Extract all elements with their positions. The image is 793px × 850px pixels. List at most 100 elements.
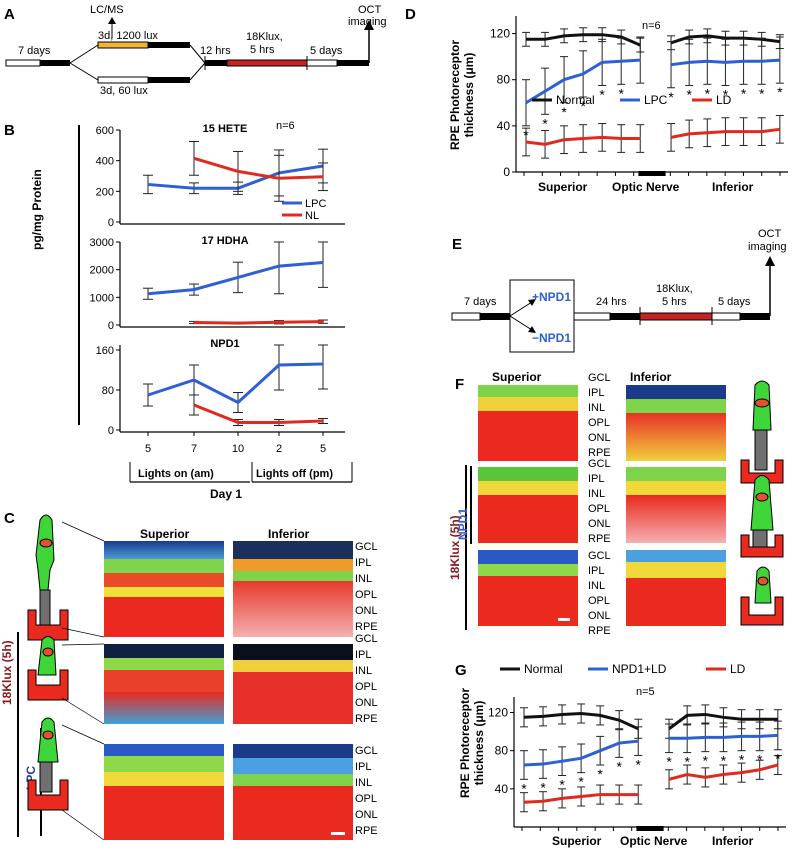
a-dark-bar-bottom: [148, 77, 190, 83]
thk-legend-label: LPC: [644, 93, 668, 107]
b-ytick-label: 0: [108, 320, 114, 332]
thk-star: *: [705, 85, 711, 101]
thk-series-line-lpc: [670, 58, 780, 67]
layer-label-rpe: RPE: [355, 621, 378, 633]
thk-series-line-npd1-ld: [523, 739, 639, 767]
d-x-optic: Optic Nerve: [612, 180, 680, 194]
thk-star: *: [741, 85, 747, 101]
b-plot-title: NPD1: [210, 338, 239, 350]
layer-label-ipl: IPL: [588, 387, 605, 399]
e-label-18klux: 18Klux,: [656, 283, 693, 295]
thk-star: *: [684, 754, 690, 770]
layer-label-inl: INL: [588, 402, 606, 414]
layer-label-gcl: GCL: [588, 372, 611, 384]
c-side-rule: [17, 632, 19, 837]
b-xtick-label: 5: [145, 443, 151, 455]
thk-legend-label: Normal: [524, 662, 563, 676]
thk-series-line-npd1-ld: [669, 733, 778, 740]
panel-letter-e: E: [452, 236, 463, 253]
b-ytick-label: 600: [96, 125, 114, 137]
panel-letter-f: F: [455, 376, 465, 393]
panel-letter-g: G: [455, 662, 467, 679]
thk-ytick-label: 40: [497, 119, 511, 133]
e-light-bar: [451, 312, 481, 321]
thk-star: *: [561, 104, 567, 120]
thk-star: *: [578, 774, 584, 790]
thk-star: *: [723, 86, 729, 102]
e-label-24hrs: 24 hrs: [596, 296, 627, 308]
thk-star: *: [618, 85, 624, 101]
f-cell-top: [740, 380, 784, 484]
f-cell-mid: [740, 475, 784, 558]
thk-star: *: [636, 756, 642, 772]
b-plot-title: 15 HETE: [203, 123, 248, 135]
thk-ytick-label: 40: [495, 782, 509, 796]
layer-label-rpe: RPE: [588, 533, 611, 545]
a-label-18klux: 18Klux,: [246, 31, 283, 43]
f-inferior-label: Inferior: [630, 370, 672, 384]
layer-label-opl: OPL: [588, 417, 611, 429]
thk-series-line-ld: [670, 127, 781, 139]
e-label-7days: 7 days: [464, 296, 497, 308]
layer-label-gcl: GCL: [588, 550, 611, 562]
layer-label-ipl: IPL: [355, 761, 372, 773]
thk-ytick-label: 80: [497, 73, 511, 87]
c-oct-superior-bot: [104, 744, 224, 840]
e-arrow-minus: [509, 315, 533, 331]
thk-star: *: [777, 84, 783, 100]
thk-star: *: [721, 753, 727, 769]
thk-legend-label: LD: [716, 93, 732, 107]
layer-label-onl: ONL: [588, 432, 611, 444]
panel-letter-b: B: [4, 122, 15, 139]
layer-label-ipl: IPL: [355, 557, 372, 569]
a-label-12hrs: 12 hrs: [200, 45, 231, 57]
f-oct-inferior-top: [626, 385, 726, 461]
b-ytick-label: 0: [108, 425, 114, 437]
b-day1-label: Day 1: [210, 487, 243, 501]
layer-label-ipl: IPL: [588, 565, 605, 577]
e-light-bar-3: [711, 312, 741, 321]
a-merge-bottom: [189, 62, 206, 81]
thk-star: *: [542, 115, 548, 131]
e-npd1-box: [509, 279, 575, 353]
thk-star: *: [757, 752, 763, 768]
d-x-superior: Superior: [538, 180, 588, 194]
layer-label-onl: ONL: [355, 605, 378, 617]
g-x-superior: Superior: [552, 834, 602, 848]
b-lights-off: Lights off (pm): [256, 468, 333, 480]
a-label-imaging: imaging: [348, 16, 387, 28]
f-cell-bot: [740, 566, 784, 626]
c-cell-ld: [27, 636, 69, 701]
thk-star: *: [616, 758, 622, 774]
layer-label-opl: OPL: [588, 595, 611, 607]
e-oct-arrowhead: [765, 256, 775, 266]
panel-letter-a: A: [4, 6, 15, 23]
thk-star: *: [580, 98, 586, 114]
e-arrowhead-plus: [528, 299, 536, 306]
b-ytick-label: 0: [108, 217, 114, 229]
thk-ytick-label: 0: [503, 165, 510, 179]
layer-label-onl: ONL: [588, 518, 611, 530]
thk-star: *: [599, 86, 605, 102]
a-dark-bar-3: [337, 60, 369, 66]
f-npd1-rule: [470, 466, 472, 544]
a-split-line-bottom: [69, 62, 99, 81]
a-lcms-arrowhead: [108, 17, 116, 24]
layer-label-opl: OPL: [355, 589, 378, 601]
thk-series-line-normal: [523, 711, 639, 731]
thk-star: *: [686, 86, 692, 102]
thk-ytick-label: 120: [488, 706, 508, 720]
b-series-line-nl: [193, 403, 324, 424]
thk-series-line-ld: [525, 135, 641, 146]
thk-optic-nerve-bar: [636, 826, 664, 831]
b-lights-on: Lights on (am): [138, 468, 214, 480]
e-label-minus-npd1: −NPD1: [532, 331, 572, 345]
f-npd1-label: NPD1: [456, 507, 470, 540]
e-light-bar-2: [573, 312, 611, 321]
thk-star: *: [523, 127, 529, 143]
a-oct-arrowhead: [364, 20, 374, 30]
a-label-lcms: LC/MS: [90, 4, 124, 16]
a-split-line-top: [69, 44, 99, 64]
c-oct-superior-mid: [104, 644, 224, 724]
d-n-label: n=6: [642, 20, 661, 32]
